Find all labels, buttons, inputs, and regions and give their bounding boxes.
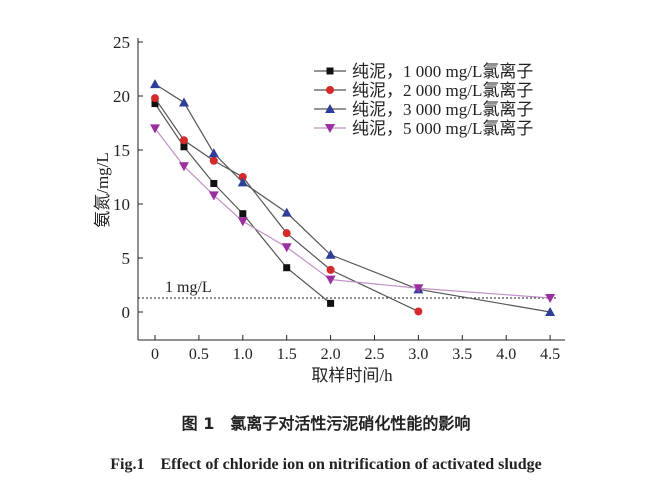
y-axis-label: 氨氮/mg/L: [93, 152, 112, 228]
data-point: [180, 143, 188, 151]
legend-marker: [325, 104, 335, 113]
data-point: [208, 191, 219, 201]
legend-label: 纯泥，2 000 mg/L氯离子: [352, 81, 533, 100]
legend-marker: [326, 67, 334, 75]
data-point: [150, 79, 160, 89]
x-tick-label: 1.0: [233, 346, 253, 363]
x-tick-label: 3.0: [408, 346, 428, 363]
data-point: [178, 97, 189, 107]
data-point: [150, 124, 160, 134]
data-point: [283, 264, 291, 272]
series-line: [154, 83, 551, 313]
reference-line-label: 1 mg/L: [165, 279, 212, 296]
series-line: [154, 128, 551, 299]
data-point: [281, 243, 292, 253]
data-point: [237, 217, 248, 227]
data-point: [545, 293, 556, 303]
y-tick-label: 25: [113, 33, 130, 52]
data-point: [327, 299, 335, 307]
x-tick-label: 4.5: [540, 346, 560, 363]
caption-chinese: 图 1 氯离子对活性污泥硝化性能的影响: [181, 414, 471, 433]
data-point: [179, 136, 188, 145]
y-tick-label: 20: [113, 87, 130, 106]
legend-marker: [325, 124, 335, 133]
x-tick-label: 0.5: [189, 346, 209, 363]
line-chart: 0 5 10 15 20 25 0 0.5 1.0 1.5 2.0 2.5 3.0 3.5 4.0 4.5 取样…: [93, 33, 565, 385]
data-point: [178, 162, 189, 172]
data-point: [325, 249, 336, 259]
data-point: [281, 207, 292, 217]
y-tick-label: 5: [122, 249, 131, 268]
data-point: [239, 210, 247, 218]
data-point: [210, 179, 218, 187]
x-tick-label: 4.0: [496, 346, 516, 363]
legend-label: 纯泥，5 000 mg/L氯离子: [352, 119, 533, 138]
x-tick-label: 3.5: [452, 346, 472, 363]
x-axis-label: 取样时间/h: [311, 366, 393, 385]
data-point: [413, 284, 424, 294]
data-point: [208, 148, 219, 158]
caption-english: Fig.1 Effect of chloride ion on nitrific…: [110, 456, 542, 473]
data-point: [326, 265, 335, 274]
y-tick-label: 15: [113, 141, 130, 160]
series-2: [151, 94, 423, 316]
data-point: [325, 275, 336, 285]
y-tick-label: 10: [113, 195, 130, 214]
x-tick-label: 2.0: [321, 346, 341, 363]
data-point: [414, 307, 423, 316]
x-tick-label: 1.5: [277, 346, 297, 363]
data-point: [151, 94, 159, 103]
x-tick-label: 2.5: [365, 346, 385, 363]
legend-label: 纯泥，1 000 mg/L氯离子: [352, 62, 533, 81]
data-point: [237, 177, 248, 187]
legend-label: 纯泥，3 000 mg/L氯离子: [352, 100, 533, 119]
legend-marker: [326, 86, 334, 94]
x-tick-label: 0: [151, 346, 159, 363]
data-point: [151, 100, 159, 108]
series-1: [151, 100, 335, 307]
series-4: [150, 124, 556, 303]
data-point: [238, 173, 247, 181]
data-point: [545, 307, 556, 316]
data-point: [209, 156, 218, 165]
data-point: [282, 229, 291, 238]
y-tick-label: 0: [122, 303, 131, 322]
series-line: [154, 103, 331, 304]
